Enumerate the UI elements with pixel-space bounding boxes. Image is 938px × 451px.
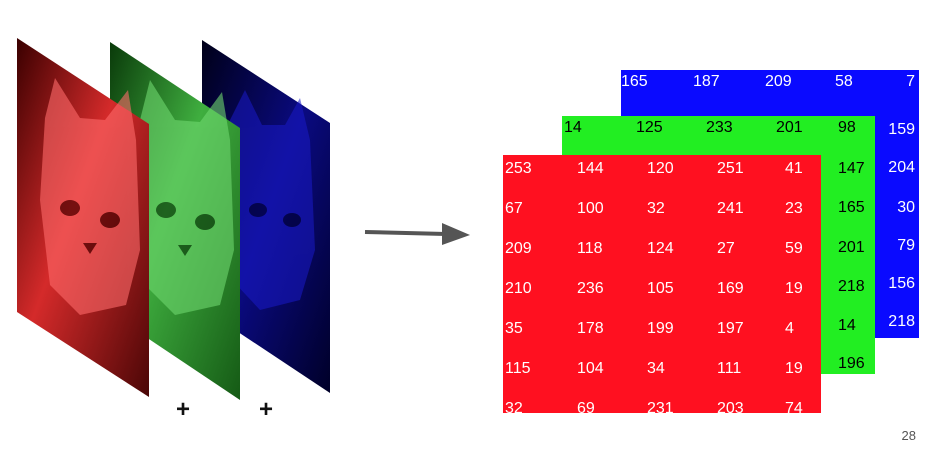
red-matrix-cell: 105 [647,280,674,297]
red-matrix-cell: 169 [717,280,744,297]
green-matrix-cell: 201 [838,239,865,256]
red-matrix-cell: 209 [505,240,532,257]
red-matrix-cell: 111 [717,360,742,377]
red-matrix-cell: 19 [785,360,803,377]
red-matrix-cell: 41 [785,160,803,177]
red-matrix-cell: 178 [577,320,604,337]
red-matrix-cell: 69 [577,400,595,414]
red-matrix-cell: 100 [577,200,604,217]
cat-silhouette-blue [226,90,315,310]
red-matrix-cell: 35 [505,320,523,337]
red-matrix-cell: 124 [647,240,674,257]
red-matrix-cell: 23 [785,200,803,217]
page-number: 28 [901,428,916,443]
blue-matrix-cell: 30 [897,199,915,216]
green-matrix-cell: 98 [838,119,856,136]
green-matrix-cell: 233 [706,119,733,136]
green-matrix-cell: 147 [838,160,865,177]
blue-matrix-cell: 209 [765,73,792,90]
green-matrix-cell: 14 [838,317,856,334]
red-channel-layer [17,38,149,397]
red-matrix-cell: 203 [717,400,744,414]
red-matrix-cell: 197 [717,320,744,337]
blue-matrix-cell: 58 [835,73,853,90]
red-matrix-cell: 34 [647,360,665,377]
red-matrix-cell: 210 [505,280,532,297]
red-matrix-cell: 199 [647,320,674,337]
blue-matrix-cell: 7 [906,73,915,90]
red-matrix-cell: 4 [785,320,794,337]
red-matrix-cell: 27 [717,240,735,257]
green-matrix-cell: 218 [838,278,865,295]
red-matrix-cell: 32 [505,400,523,414]
blue-matrix-cell: 218 [888,313,915,330]
red-matrix-cell: 144 [577,160,604,177]
blue-matrix-cell: 79 [897,237,915,254]
right-arrow-icon [364,223,470,245]
red-matrix-cell: 118 [577,240,603,257]
red-channel-matrix: 253 144 120 251 41 67 100 32 241 23 209 118 124 27 59 2… [503,155,821,413]
green-matrix-cell: 165 [838,199,865,216]
red-matrix-cell: 253 [505,160,532,177]
red-matrix-cell: 104 [577,360,604,377]
blue-matrix-cell: 156 [888,275,915,292]
blue-matrix-cell: 159 [888,121,915,138]
green-matrix-cell: 196 [838,355,865,372]
red-matrix-cell: 19 [785,280,803,297]
cat-silhouette-green [136,80,234,315]
red-matrix-cell: 236 [577,280,604,297]
blue-matrix-cell: 187 [693,73,720,90]
red-matrix-cell: 67 [505,200,523,217]
red-matrix-cell: 74 [785,400,803,414]
red-matrix-cell: 120 [647,160,674,177]
green-matrix-cell: 14 [564,119,582,136]
red-matrix-cell: 32 [647,200,665,217]
green-matrix-cell: 125 [636,119,663,136]
blue-matrix-cell: 165 [621,73,648,90]
red-matrix-cell: 251 [717,160,744,177]
cat-silhouette-red [40,78,140,315]
channel-layers [17,38,330,400]
blue-matrix-cell: 204 [888,159,915,176]
red-matrix-cell: 231 [647,400,674,414]
plus-sign: + [259,396,274,423]
plus-sign: + [176,396,191,423]
red-matrix-cell: 115 [505,360,531,377]
green-matrix-cell: 201 [776,119,803,136]
red-matrix-cell: 59 [785,240,803,257]
red-matrix-cell: 241 [717,200,744,217]
